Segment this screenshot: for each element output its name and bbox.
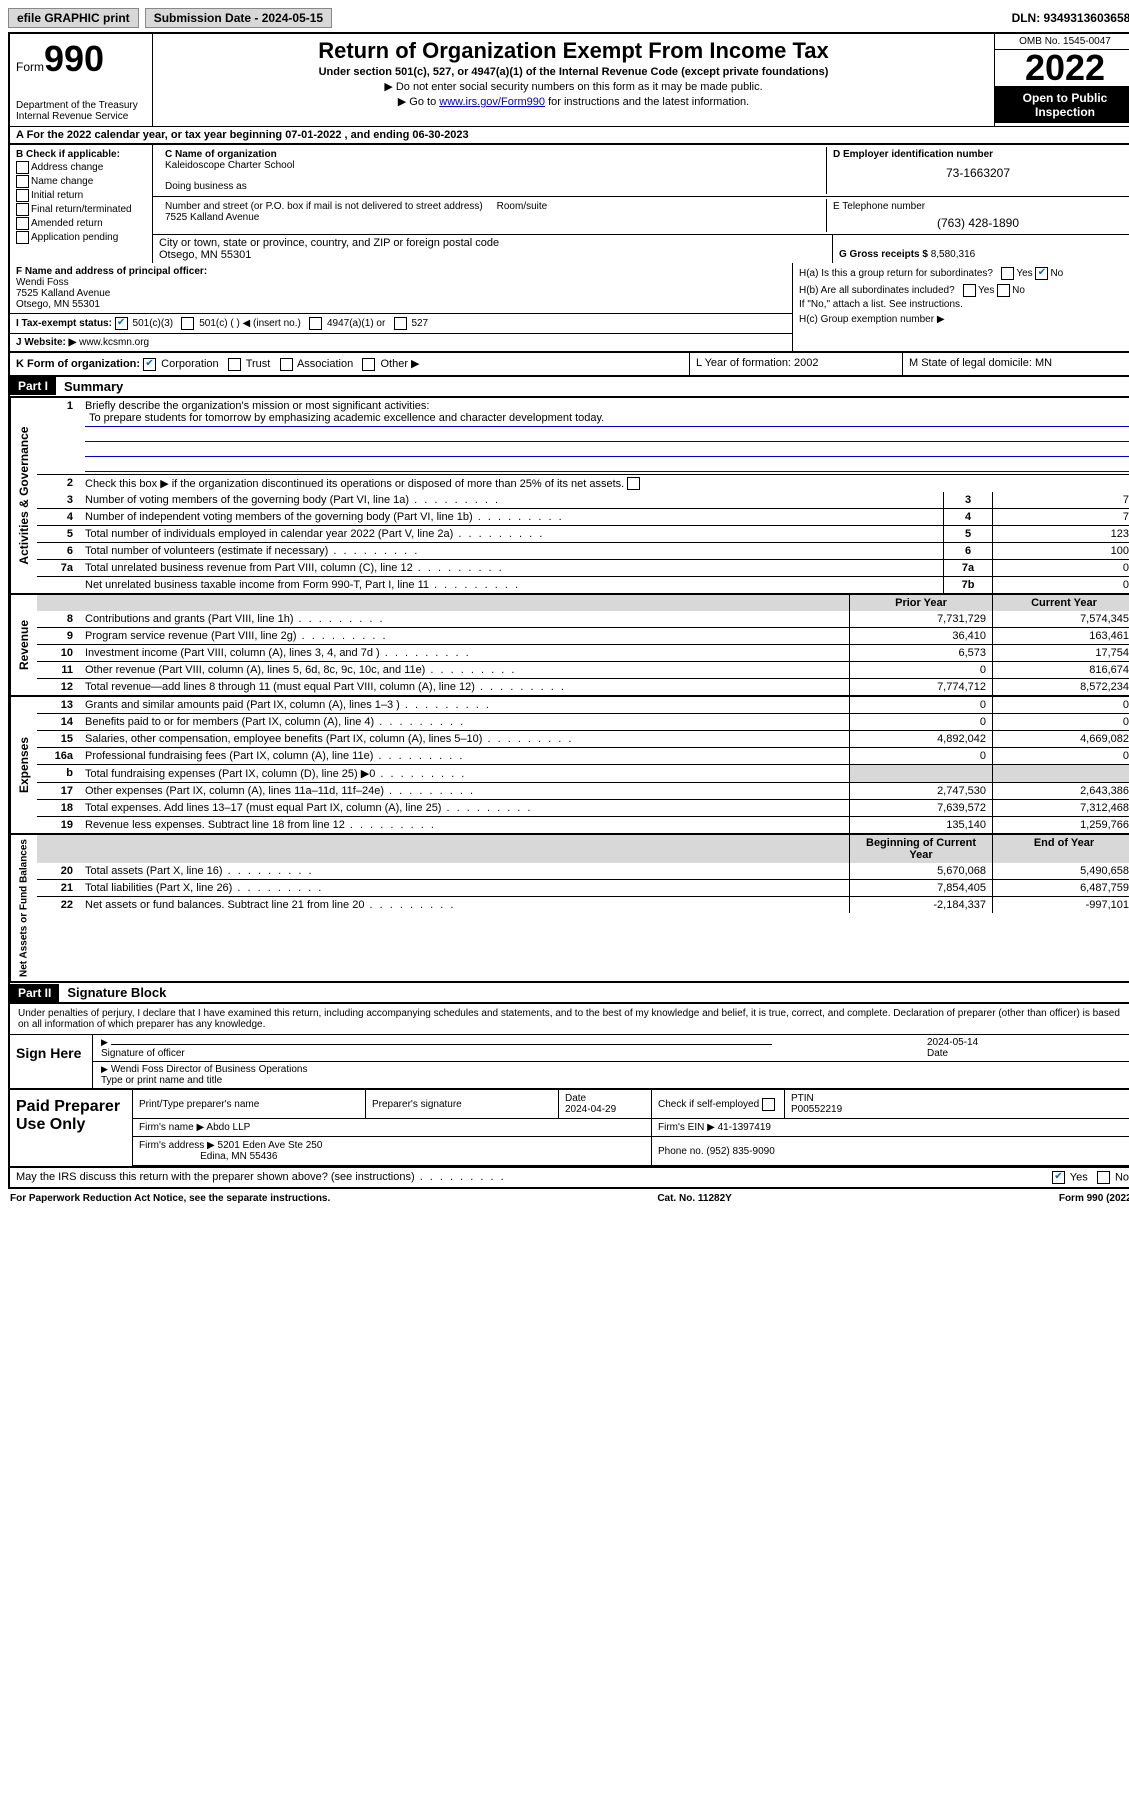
ha-yes[interactable]: [1001, 267, 1014, 280]
officer-addr1: 7525 Kalland Avenue: [16, 288, 786, 299]
may-irs-no[interactable]: [1097, 1171, 1110, 1184]
eoy-header: End of Year: [993, 835, 1129, 863]
form-number: Form990: [16, 38, 146, 80]
i-label: I Tax-exempt status:: [16, 318, 112, 329]
boy-header: Beginning of Current Year: [850, 835, 993, 863]
firm-name: Abdo LLP: [206, 1122, 250, 1133]
firm-addr2: Edina, MN 55436: [200, 1151, 277, 1162]
section-f-to-j: F Name and address of principal officer:…: [8, 263, 1129, 353]
hb-note: If "No," attach a list. See instructions…: [799, 299, 1129, 310]
cat-number: Cat. No. 11282Y: [657, 1193, 731, 1204]
l-year-formation: L Year of formation: 2002: [689, 353, 902, 375]
hc-label: H(c) Group exemption number ▶: [799, 314, 1129, 325]
gross-receipts: 8,580,316: [931, 249, 976, 260]
line1-label: Briefly describe the organization's miss…: [85, 400, 1129, 412]
dept-label: Department of the Treasury: [16, 100, 146, 111]
netassets-section: Net Assets or Fund Balances Beginning of…: [8, 835, 1129, 983]
irs-link[interactable]: www.irs.gov/Form990: [439, 96, 545, 108]
4947-checkbox[interactable]: [309, 317, 322, 330]
g-label: G Gross receipts $: [839, 249, 928, 260]
f-label: F Name and address of principal officer:: [16, 266, 786, 277]
open-public-badge: Open to Public Inspection: [995, 87, 1129, 123]
j-label: J Website: ▶: [16, 337, 76, 348]
signature-block: Under penalties of perjury, I declare th…: [8, 1004, 1129, 1090]
m-state-domicile: M State of legal domicile: MN: [902, 353, 1129, 375]
other-checkbox[interactable]: [362, 358, 375, 371]
pra-notice: For Paperwork Reduction Act Notice, see …: [10, 1193, 330, 1204]
part-i-header: Part I Summary: [8, 377, 1129, 398]
city-value: Otsego, MN 55301: [159, 249, 826, 261]
ein-value: 73-1663207: [833, 166, 1123, 180]
officer-addr2: Otsego, MN 55301: [16, 299, 786, 310]
governance-label: Activities & Governance: [10, 398, 37, 594]
governance-section: Activities & Governance 1 Briefly descri…: [8, 398, 1129, 596]
declaration-text: Under penalties of perjury, I declare th…: [10, 1004, 1129, 1034]
expenses-label: Expenses: [10, 697, 37, 833]
prior-year-header: Prior Year: [850, 595, 993, 611]
efile-button[interactable]: efile GRAPHIC print: [8, 8, 139, 28]
org-name: Kaleidoscope Charter School: [165, 160, 820, 171]
street-address: 7525 Kalland Avenue: [165, 212, 820, 223]
submission-date-button[interactable]: Submission Date - 2024-05-15: [145, 8, 332, 28]
expenses-section: Expenses 13Grants and similar amounts pa…: [8, 697, 1129, 835]
firm-phone: (952) 835-9090: [706, 1146, 774, 1157]
hb-label: H(b) Are all subordinates included?: [799, 285, 955, 296]
ptin-value: P00552219: [791, 1104, 842, 1115]
may-irs-row: May the IRS discuss this return with the…: [8, 1168, 1129, 1189]
note-link: ▶ Go to www.irs.gov/Form990 for instruct…: [159, 95, 988, 108]
paid-preparer-label: Paid Preparer Use Only: [10, 1090, 133, 1166]
addr-label: Number and street (or P.O. box if mail i…: [165, 201, 820, 212]
firm-ein: 41-1397419: [718, 1122, 771, 1133]
tax-year: 2022: [995, 50, 1129, 87]
officer-name: Wendi Foss: [16, 277, 786, 288]
corp-checkbox[interactable]: [143, 358, 156, 371]
note-ssn: ▶ Do not enter social security numbers o…: [159, 80, 988, 93]
officer-printed-name: Wendi Foss Director of Business Operatio…: [111, 1064, 308, 1075]
assoc-checkbox[interactable]: [280, 358, 293, 371]
revenue-label: Revenue: [10, 595, 37, 695]
c-label: C Name of organization: [165, 149, 820, 160]
mission-text: To prepare students for tomorrow by emph…: [85, 412, 1129, 427]
page-footer: For Paperwork Reduction Act Notice, see …: [8, 1189, 1129, 1208]
top-toolbar: efile GRAPHIC print Submission Date - 20…: [8, 8, 1129, 28]
ha-label: H(a) Is this a group return for subordin…: [799, 268, 993, 279]
form-title: Return of Organization Exempt From Incom…: [159, 38, 988, 64]
dba-label: Doing business as: [165, 181, 820, 192]
527-checkbox[interactable]: [394, 317, 407, 330]
website-value: www.kcsmn.org: [79, 337, 149, 348]
city-label: City or town, state or province, country…: [159, 237, 826, 249]
form-footer: Form 990 (2022): [1059, 1193, 1129, 1204]
d-label: D Employer identification number: [833, 149, 1123, 160]
phone-value: (763) 428-1890: [833, 216, 1123, 230]
dln-label: DLN: 93493136036584: [1012, 11, 1129, 25]
e-label: E Telephone number: [833, 201, 1123, 212]
section-a: A For the 2022 calendar year, or tax yea…: [8, 126, 1129, 143]
501c-checkbox[interactable]: [181, 317, 194, 330]
netassets-label: Net Assets or Fund Balances: [10, 835, 37, 981]
section-b: B Check if applicable: Address change Na…: [10, 145, 153, 263]
section-b-to-g: B Check if applicable: Address change Na…: [8, 143, 1129, 263]
may-irs-yes[interactable]: [1052, 1171, 1065, 1184]
preparer-block: Paid Preparer Use Only Print/Type prepar…: [8, 1090, 1129, 1168]
revenue-section: Revenue Prior Year Current Year 8Contrib…: [8, 595, 1129, 697]
self-employed-checkbox[interactable]: [762, 1098, 775, 1111]
section-k: K Form of organization: Corporation Trus…: [8, 353, 1129, 377]
trust-checkbox[interactable]: [228, 358, 241, 371]
line2-text: Check this box ▶ if the organization dis…: [79, 474, 1129, 492]
hb-yes[interactable]: [963, 284, 976, 297]
form-subtitle: Under section 501(c), 527, or 4947(a)(1)…: [159, 66, 988, 78]
line2-checkbox[interactable]: [627, 477, 640, 490]
501c3-checkbox[interactable]: [115, 317, 128, 330]
ha-no[interactable]: [1035, 267, 1048, 280]
sign-here-label: Sign Here: [10, 1035, 93, 1088]
hb-no[interactable]: [997, 284, 1010, 297]
firm-addr1: 5201 Eden Ave Ste 250: [218, 1140, 323, 1151]
form-header: Form990 Department of the Treasury Inter…: [8, 32, 1129, 126]
part-ii-header: Part II Signature Block: [8, 983, 1129, 1004]
irs-label: Internal Revenue Service: [16, 111, 146, 122]
current-year-header: Current Year: [993, 595, 1129, 611]
